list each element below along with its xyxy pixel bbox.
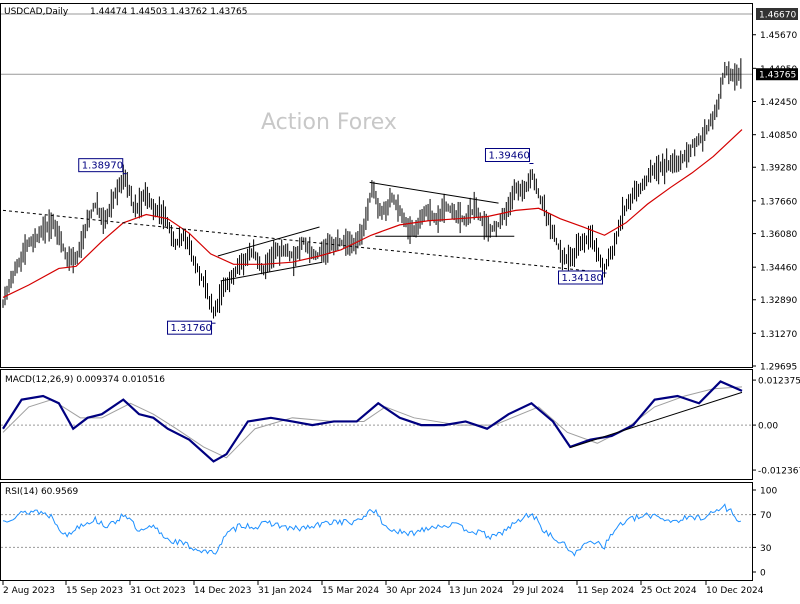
macd-axis-label: -0.012367: [758, 467, 800, 477]
trendline-3: [220, 261, 323, 282]
trendline-1: [2, 209, 605, 274]
price-axis-label: 1.29695: [760, 363, 797, 373]
time-axis-label: 25 Oct 2024: [641, 586, 697, 596]
macd-trendline: [569, 391, 743, 449]
time-axis-label: 30 Apr 2024: [386, 586, 442, 596]
swing-label: 1.39460: [488, 151, 529, 162]
time-axis-label: 11 Sep 2024: [577, 586, 634, 596]
rsi-line: [2, 503, 741, 557]
macd-layer: [1, 380, 752, 463]
price-axis-label: 1.40850: [760, 131, 797, 141]
trendline-4: [369, 181, 499, 204]
rsi-panel-frame: [0, 482, 753, 581]
time-axis-label: 15 Mar 2024: [322, 586, 379, 596]
current-price-marker: [756, 68, 798, 81]
time-axis-label: 31 Jan 2024: [258, 586, 312, 596]
rsi-title: RSI(14) 60.9569: [5, 487, 78, 497]
macd-panel-frame: [0, 369, 753, 480]
rsi-axis-label: 100: [760, 487, 777, 497]
trendline-2: [217, 226, 320, 257]
price-panel-frame: [0, 3, 753, 368]
watermark: Action Forex: [261, 110, 397, 135]
swing-label-box: [167, 320, 213, 335]
swing-label-box: [78, 158, 124, 173]
macd-title: MACD(12,26,9) 0.009374 0.010516: [5, 375, 165, 385]
symbol-label: USDCAD,Daily: [4, 7, 69, 17]
axes-layer: 1.466701.456701.440501.424501.408501.392…: [2, 8, 800, 596]
rsi-axis-label: 30: [760, 544, 772, 554]
swing-label: 1.34180: [562, 273, 603, 284]
price-axis-label: 1.37660: [760, 197, 797, 207]
rsi-axis-label: 0: [760, 569, 766, 579]
price-axis-label: 1.39280: [760, 164, 797, 174]
current-price-label: 1.43765: [759, 71, 796, 81]
price-layer: 1.38970 1.31760 1.39460 1.34180: [1, 13, 752, 335]
time-axis-label: 29 Jul 2024: [513, 586, 564, 596]
time-axis-label: 31 Oct 2023: [130, 586, 186, 596]
swing-label: 1.38970: [82, 161, 123, 172]
ohlc-label: 1.44474 1.44503 1.43762 1.43765: [90, 7, 247, 17]
price-axis-label: 1.36080: [760, 230, 797, 240]
swing-label: 1.31760: [171, 323, 212, 334]
time-axis-label: 15 Sep 2023: [66, 586, 123, 596]
swing-label-box: [484, 148, 530, 163]
rsi-layer: [1, 503, 752, 557]
rsi-axis-label: 70: [760, 511, 772, 521]
time-axis-label: 2 Aug 2023: [3, 586, 55, 596]
time-axis-label: 13 Jun 2024: [449, 586, 503, 596]
macd-line: [2, 380, 743, 463]
price-axis-label: 1.31270: [760, 330, 797, 340]
top-level-marker: [756, 8, 798, 20]
price-axis-label: 1.46670: [759, 11, 796, 21]
swing-label-box: [558, 270, 604, 285]
price-axis-label: 1.45670: [760, 31, 797, 41]
time-axis-label: 10 Dec 2024: [706, 586, 764, 596]
price-axis-label: 1.42450: [760, 98, 797, 108]
macd-axis-label: 0.00: [758, 422, 778, 432]
time-axis-label: 14 Dec 2023: [194, 586, 252, 596]
price-axis-label: 1.32890: [760, 296, 797, 306]
macd-axis-label: 0.012375: [758, 377, 800, 387]
price-axis-label: 1.34460: [760, 264, 797, 274]
